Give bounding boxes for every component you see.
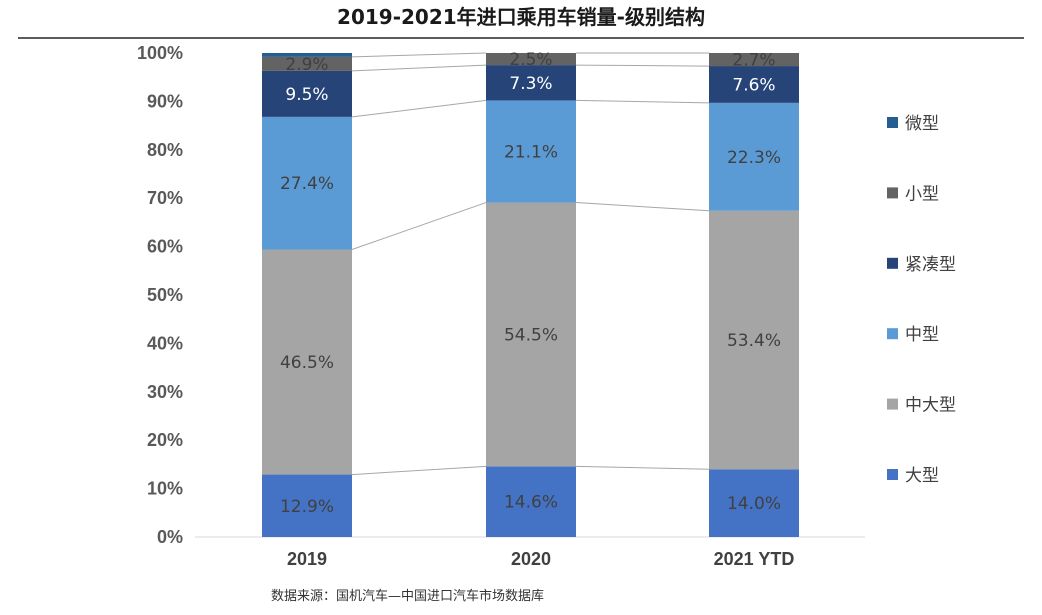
data-label: 9.5% — [285, 85, 328, 105]
legend-label: 中大型 — [905, 396, 956, 416]
series-line — [352, 100, 486, 116]
legend-label: 中型 — [905, 325, 939, 345]
y-tick-label: 30% — [147, 382, 183, 402]
series-line — [576, 65, 709, 66]
data-label: 12.9% — [280, 497, 334, 517]
y-tick-label: 90% — [147, 91, 183, 111]
y-tick-label: 20% — [147, 430, 183, 450]
data-label: 53.4% — [727, 331, 781, 351]
data-label: 46.5% — [280, 353, 334, 373]
data-label: 14.6% — [504, 493, 558, 513]
data-label: 7.6% — [732, 75, 775, 95]
legend-label: 大型 — [905, 466, 939, 486]
y-tick-label: 40% — [147, 333, 183, 353]
y-tick-label: 80% — [147, 140, 183, 160]
data-label: 27.4% — [280, 174, 334, 194]
data-label: 7.3% — [509, 74, 552, 94]
legend-swatch — [887, 328, 898, 339]
y-tick-label: 50% — [147, 285, 183, 305]
legend-swatch — [887, 117, 898, 128]
y-tick-label: 10% — [147, 479, 183, 499]
x-axis: 2019 2020 2021 YTD — [287, 549, 794, 569]
data-label: 14.0% — [727, 494, 781, 514]
y-tick-label: 70% — [147, 188, 183, 208]
series-line — [576, 100, 709, 102]
data-label: 2.5% — [509, 50, 552, 70]
legend-label: 紧凑型 — [905, 255, 956, 275]
legend-swatch — [887, 187, 898, 198]
series-line — [352, 466, 486, 474]
data-label: 21.1% — [504, 142, 558, 162]
series-line — [352, 53, 486, 57]
x-tick-label: 2019 — [287, 549, 327, 569]
y-tick-label: 100% — [137, 43, 183, 63]
legend-label: 小型 — [905, 184, 939, 204]
series-line — [352, 203, 486, 250]
data-label: 2.9% — [285, 55, 328, 75]
data-label: 54.5% — [504, 325, 558, 345]
series-line — [576, 466, 709, 469]
legend-swatch — [887, 469, 898, 480]
y-tick-label: 60% — [147, 237, 183, 257]
bars — [262, 53, 799, 537]
series-line — [352, 65, 486, 71]
chart-title: 2019-2021年进口乘用车销量-级别结构 — [337, 5, 705, 29]
x-tick-label: 2021 YTD — [714, 549, 795, 569]
x-tick-label: 2020 — [511, 549, 551, 569]
legend-swatch — [887, 258, 898, 269]
source-note: 数据来源：国机汽车—中国进口汽车市场数据库 — [271, 588, 544, 604]
data-label: 22.3% — [727, 148, 781, 168]
data-label: 2.7% — [732, 51, 775, 71]
chart-canvas: 2019-2021年进口乘用车销量-级别结构 0% 10% 20% 30% 40% 50%… — [0, 0, 1042, 615]
legend-swatch — [887, 399, 898, 410]
series-line — [576, 203, 709, 211]
y-axis: 0% 10% 20% 30% 40% 50% 60% 70% 80% 90% 100% — [137, 43, 183, 547]
y-tick-label: 0% — [157, 527, 183, 547]
legend-label: 微型 — [905, 114, 939, 134]
